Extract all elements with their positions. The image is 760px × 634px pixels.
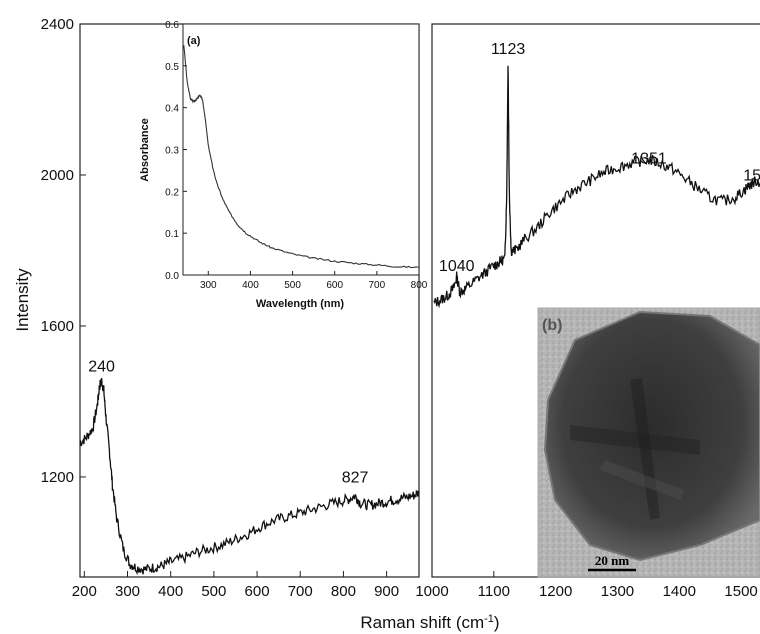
- inset-y-axis-title: Absorbance: [139, 118, 151, 182]
- peak-label: 1040: [439, 258, 475, 275]
- inset-y-tick-label: 0.6: [165, 20, 179, 31]
- inset-y-tick-label: 0.1: [165, 229, 179, 240]
- inset-frame: [182, 23, 420, 276]
- x-tick-label: 1500: [724, 583, 757, 600]
- scale-bar-label: 20 nm: [595, 553, 629, 568]
- inset-y-tick-label: 0.0: [165, 271, 179, 282]
- series-line-raman-low: [79, 377, 420, 576]
- tem-image: [538, 308, 760, 577]
- x-tick-label: 300: [115, 583, 140, 600]
- inset-x-tick-label: 400: [242, 280, 259, 291]
- x-tick-label: 200: [72, 583, 97, 600]
- peak-label: 152: [743, 168, 760, 185]
- tem-image-frame: [537, 307, 760, 578]
- x-tick-label: 1200: [539, 583, 572, 600]
- x-tick-label: 700: [288, 583, 313, 600]
- inset-panel-label: (a): [187, 35, 201, 47]
- inset-y-tick-label: 0.5: [165, 62, 179, 73]
- inset-y-tick-label: 0.2: [165, 187, 179, 198]
- peak-label: 240: [88, 358, 115, 375]
- inset-x-tick-label: 800: [411, 280, 428, 291]
- x-tick-label: 1400: [663, 583, 696, 600]
- inset-x-tick-label: 700: [369, 280, 386, 291]
- x-tick-label: 500: [201, 583, 226, 600]
- x-tick-label: 400: [158, 583, 183, 600]
- inset-x-tick-label: 300: [200, 280, 217, 291]
- peak-label: 1351: [631, 151, 667, 168]
- x-tick-label: 800: [331, 583, 356, 600]
- x-axis-title: Raman shift (cm-1): [360, 613, 499, 632]
- inset-x-tick-label: 600: [326, 280, 343, 291]
- series-line-raman-high: [433, 65, 760, 309]
- y-tick-label: 1200: [41, 469, 74, 486]
- inset-x-axis-title: Wavelength (nm): [256, 298, 345, 310]
- x-tick-label: 1100: [478, 583, 510, 600]
- inset-y-tick-label: 0.4: [165, 104, 179, 115]
- peak-label: 827: [342, 470, 369, 487]
- series-line-absorbance: [183, 45, 420, 269]
- inset-x-tick-label: 500: [284, 280, 301, 291]
- y-tick-label: 1600: [41, 318, 74, 335]
- x-tick-label: 1300: [601, 583, 634, 600]
- x-tick-label: 900: [374, 583, 399, 600]
- y-axis-title: Intensity: [13, 268, 32, 332]
- tem-panel-label: (b): [542, 317, 562, 334]
- x-tick-label: 600: [245, 583, 270, 600]
- x-tick-label: 1000: [415, 583, 448, 600]
- inset-y-tick-label: 0.3: [165, 146, 179, 157]
- y-tick-label: 2400: [41, 16, 74, 33]
- peak-label: 1123: [491, 41, 526, 58]
- y-tick-label: 2000: [41, 167, 74, 184]
